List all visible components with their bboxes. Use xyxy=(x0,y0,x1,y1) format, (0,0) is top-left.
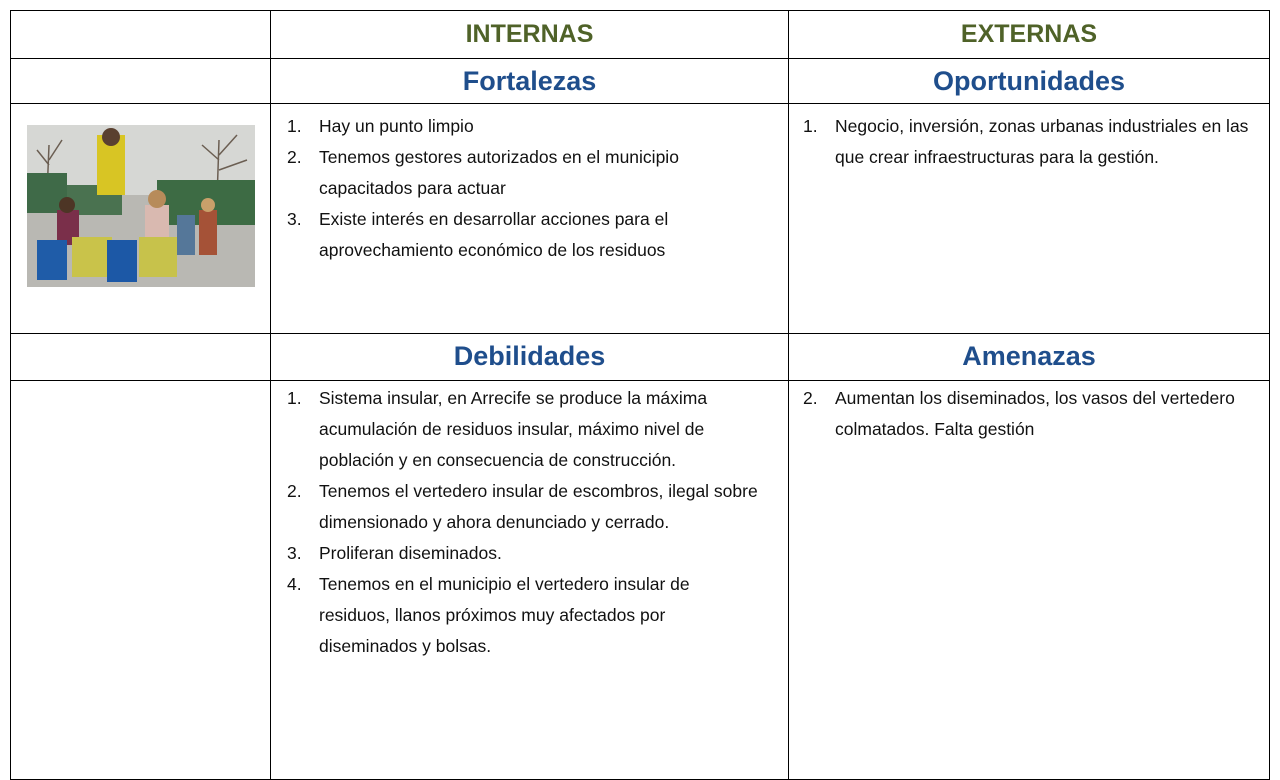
item-list: 1. Negocio, inversión, zonas urbanas indu… xyxy=(789,111,1249,173)
quadrant-title: Fortalezas xyxy=(270,58,789,104)
quadrant-title: Oportunidades xyxy=(788,58,1270,104)
item-text: Negocio, inversión, zonas urbanas indust… xyxy=(835,116,1249,167)
item-number: 2. xyxy=(803,388,818,408)
item-number: 1. xyxy=(803,116,818,136)
quadrant-title: Amenazas xyxy=(788,333,1270,381)
recycling-photo xyxy=(27,125,255,287)
item-text: Tenemos el vertedero insular de escombro… xyxy=(319,481,758,532)
item-list: 2. Aumentan los diseminados, los vasos de… xyxy=(789,383,1249,445)
item-text: Sistema insular, en Arrecife se produce … xyxy=(319,388,708,470)
list-item: 2. Tenemos gestores autorizados en el mun… xyxy=(273,142,763,204)
list-item: 2. Tenemos el vertedero insular de escomb… xyxy=(273,476,763,538)
list-item: 1. Sistema insular, en Arrecife se produc… xyxy=(273,383,763,476)
item-list: 1. Sistema insular, en Arrecife se produc… xyxy=(273,383,763,662)
list-item: 1. Hay un punto limpio xyxy=(273,111,763,142)
column-header: INTERNAS xyxy=(270,10,789,59)
cell xyxy=(10,58,271,104)
image-cell xyxy=(10,103,271,334)
quadrant-cell: 1. Hay un punto limpio 2. Tenemos gestores … xyxy=(270,103,789,334)
column-header: EXTERNAS xyxy=(788,10,1270,59)
item-number: 1. xyxy=(287,388,302,408)
cell xyxy=(10,10,271,59)
list-item: 4. Tenemos en el municipio el vertedero i… xyxy=(273,569,763,662)
item-number: 3. xyxy=(287,543,302,563)
item-text: Tenemos gestores autorizados en el munic… xyxy=(319,147,679,198)
item-text: Tenemos en el municipio el vertedero ins… xyxy=(319,574,690,656)
item-number: 1. xyxy=(287,116,302,136)
quadrant-cell: 1. Sistema insular, en Arrecife se produc… xyxy=(270,380,789,780)
item-text: Existe interés en desarrollar acciones p… xyxy=(319,209,669,260)
item-number: 3. xyxy=(287,209,302,229)
item-number: 2. xyxy=(287,481,302,501)
list-item: 1. Negocio, inversión, zonas urbanas indu… xyxy=(789,111,1249,173)
quadrant-cell: 2. Aumentan los diseminados, los vasos de… xyxy=(788,380,1270,780)
item-text: Proliferan diseminados. xyxy=(319,543,502,563)
item-number: 4. xyxy=(287,574,302,594)
quadrant-title: Debilidades xyxy=(270,333,789,381)
cell xyxy=(10,380,271,780)
list-item: 2. Aumentan los diseminados, los vasos de… xyxy=(789,383,1249,445)
item-number: 2. xyxy=(287,147,302,167)
item-text: Aumentan los diseminados, los vasos del … xyxy=(835,388,1235,439)
item-list: 1. Hay un punto limpio 2. Tenemos gestores … xyxy=(273,111,763,266)
list-item: 3. Existe interés en desarrollar acciones… xyxy=(273,204,763,266)
cell xyxy=(10,333,271,381)
item-text: Hay un punto limpio xyxy=(319,116,474,136)
list-item: 3. Proliferan diseminados. xyxy=(273,538,763,569)
quadrant-cell: 1. Negocio, inversión, zonas urbanas indu… xyxy=(788,103,1270,334)
